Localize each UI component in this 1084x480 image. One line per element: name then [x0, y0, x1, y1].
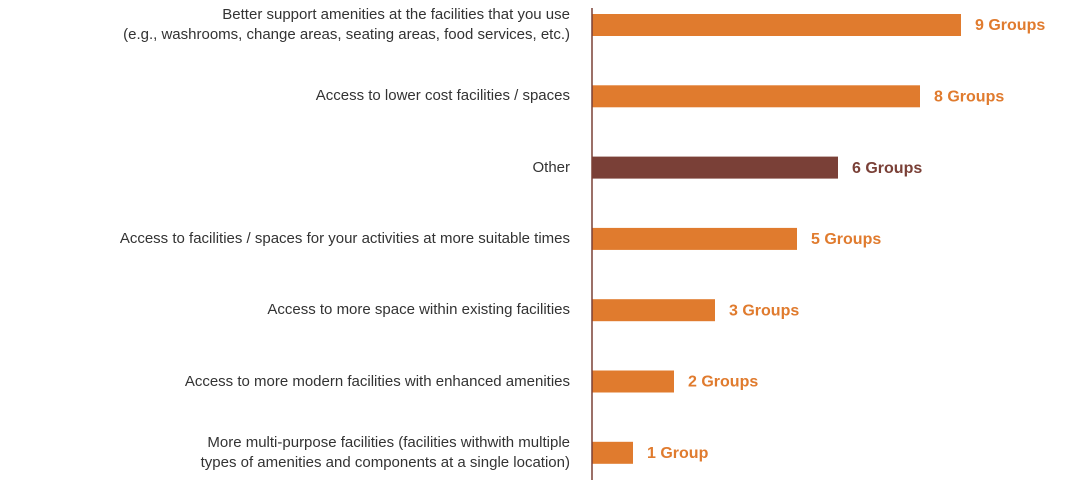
value-label: 8 Groups: [934, 89, 1004, 106]
category-label: Access to lower cost facilities / spaces: [315, 87, 570, 105]
bar: [592, 227, 797, 250]
bar: [592, 85, 920, 108]
category-label: Better support amenities at the faciliti…: [123, 6, 570, 43]
category-label: Access to facilities / spaces for your a…: [119, 229, 570, 247]
category-label: Other: [532, 158, 570, 176]
value-label: 1 Group: [647, 445, 709, 462]
bar: [592, 299, 715, 322]
value-label: 3 Groups: [729, 302, 799, 319]
bar: [592, 14, 961, 36]
value-label: 6 Groups: [852, 160, 922, 177]
value-label: 2 Groups: [688, 374, 758, 391]
value-label: 5 Groups: [811, 231, 881, 248]
bar: [592, 441, 633, 464]
bar: [592, 156, 838, 179]
category-label: More multi-purpose facilities (facilitie…: [200, 433, 570, 471]
value-label: 9 Groups: [975, 17, 1045, 34]
category-label: Access to more modern facilities with en…: [184, 372, 570, 390]
category-label: Access to more space within existing fac…: [267, 301, 570, 319]
bar: [592, 370, 674, 393]
